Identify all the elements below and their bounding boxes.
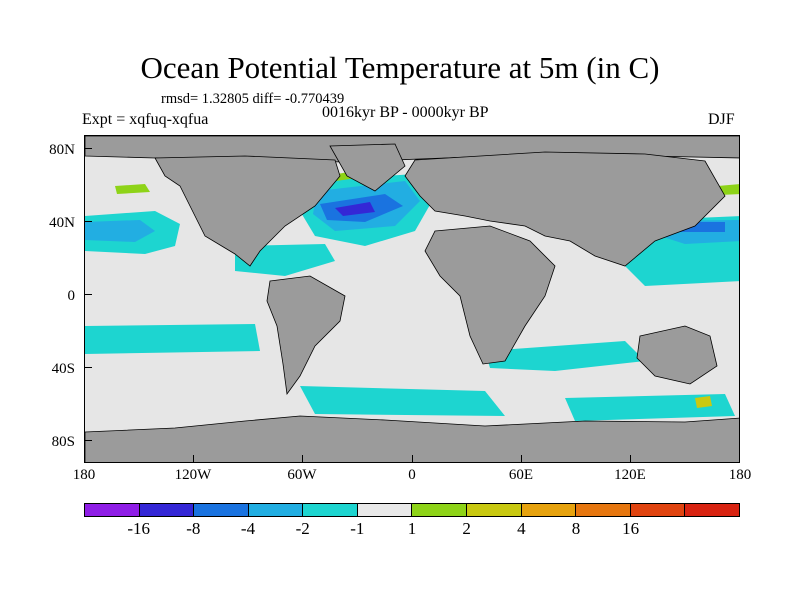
south-atl-patch bbox=[300, 386, 505, 416]
npac-core-patch bbox=[85, 220, 155, 242]
caribbean-patch bbox=[235, 244, 335, 276]
lon-label-120e: 120E bbox=[614, 467, 646, 483]
antarctica bbox=[85, 415, 739, 462]
lon-tick-120w bbox=[193, 455, 194, 463]
lon-tick-120e bbox=[630, 455, 631, 463]
greenland bbox=[329, 143, 406, 192]
legend-swatch-10 bbox=[630, 504, 686, 516]
season-label: DJF bbox=[708, 111, 735, 128]
lon-label-60w: 60W bbox=[287, 467, 317, 483]
legend-swatch-5 bbox=[357, 504, 413, 516]
legend-label-6: 2 bbox=[462, 519, 471, 538]
legend-label-3: -2 bbox=[295, 519, 310, 538]
south-america bbox=[266, 275, 346, 396]
legend-swatch-2 bbox=[194, 504, 249, 516]
legend-swatch-7 bbox=[467, 504, 522, 516]
legend-label-0: -16 bbox=[127, 519, 150, 538]
legend-label-7: 4 bbox=[517, 519, 526, 538]
indian-ocean-patch bbox=[485, 341, 645, 371]
lon-label-180e: 180 bbox=[728, 467, 752, 483]
africa bbox=[424, 225, 556, 365]
lon-tick-60e bbox=[521, 455, 522, 463]
period-label: 0016kyr BP - 0000kyr BP bbox=[322, 104, 489, 121]
legend-label-8: 8 bbox=[571, 519, 581, 538]
legend-label-9: 16 bbox=[622, 519, 640, 538]
lon-label-120w: 120W bbox=[174, 467, 212, 483]
lon-tick-0 bbox=[412, 455, 413, 463]
warm-patch-npac bbox=[115, 184, 150, 194]
stats-line: rmsd= 1.32805 diff= -0.770439 bbox=[161, 91, 345, 107]
lon-label-180w: 180 bbox=[72, 467, 96, 483]
south-ind-patch bbox=[565, 394, 735, 421]
lat-label-eq: 0 bbox=[67, 288, 76, 304]
legend-swatch-6 bbox=[412, 504, 468, 516]
experiment-label: Expt = xqfuq-xqfua bbox=[82, 111, 209, 128]
warm-patch-spac bbox=[695, 396, 712, 408]
lat-tick-40s bbox=[84, 367, 92, 368]
legend-swatch-9 bbox=[576, 504, 631, 516]
australia bbox=[636, 325, 718, 385]
legend-swatch-8 bbox=[521, 504, 577, 516]
natl-core-patch bbox=[335, 202, 375, 216]
eurasia bbox=[404, 151, 726, 267]
plot-title: Ocean Potential Temperature at 5m (in C) bbox=[140, 50, 660, 85]
lat-label-40s: 40S bbox=[51, 361, 75, 377]
legend-swatch-4 bbox=[303, 504, 358, 516]
legend-label-2: -4 bbox=[240, 519, 256, 538]
south-pac-patch bbox=[85, 324, 260, 354]
lon-label-0: 0 bbox=[408, 467, 416, 483]
lat-tick-40n bbox=[84, 221, 92, 222]
lat-label-80s: 80S bbox=[51, 434, 75, 450]
legend-swatch-0 bbox=[85, 504, 140, 516]
lat-tick-80n bbox=[84, 148, 92, 149]
lat-tick-80s bbox=[84, 440, 92, 441]
legend-swatch-11 bbox=[685, 504, 739, 516]
map-svg bbox=[85, 136, 739, 462]
lat-label-40n: 40N bbox=[49, 215, 75, 231]
legend-label-5: 1 bbox=[407, 519, 417, 538]
lon-tick-60w bbox=[302, 455, 303, 463]
map-panel bbox=[84, 135, 740, 463]
legend-label-4: -1 bbox=[350, 519, 365, 538]
legend-swatch-3 bbox=[248, 504, 304, 516]
north-america bbox=[154, 155, 341, 267]
lat-tick-eq bbox=[84, 294, 92, 295]
land-masses bbox=[85, 136, 739, 462]
lon-label-60e: 60E bbox=[508, 467, 534, 483]
legend-label-1: -8 bbox=[186, 519, 201, 538]
lat-label-80n: 80N bbox=[49, 142, 75, 158]
legend-swatch-1 bbox=[139, 504, 195, 516]
color-legend bbox=[84, 503, 740, 517]
